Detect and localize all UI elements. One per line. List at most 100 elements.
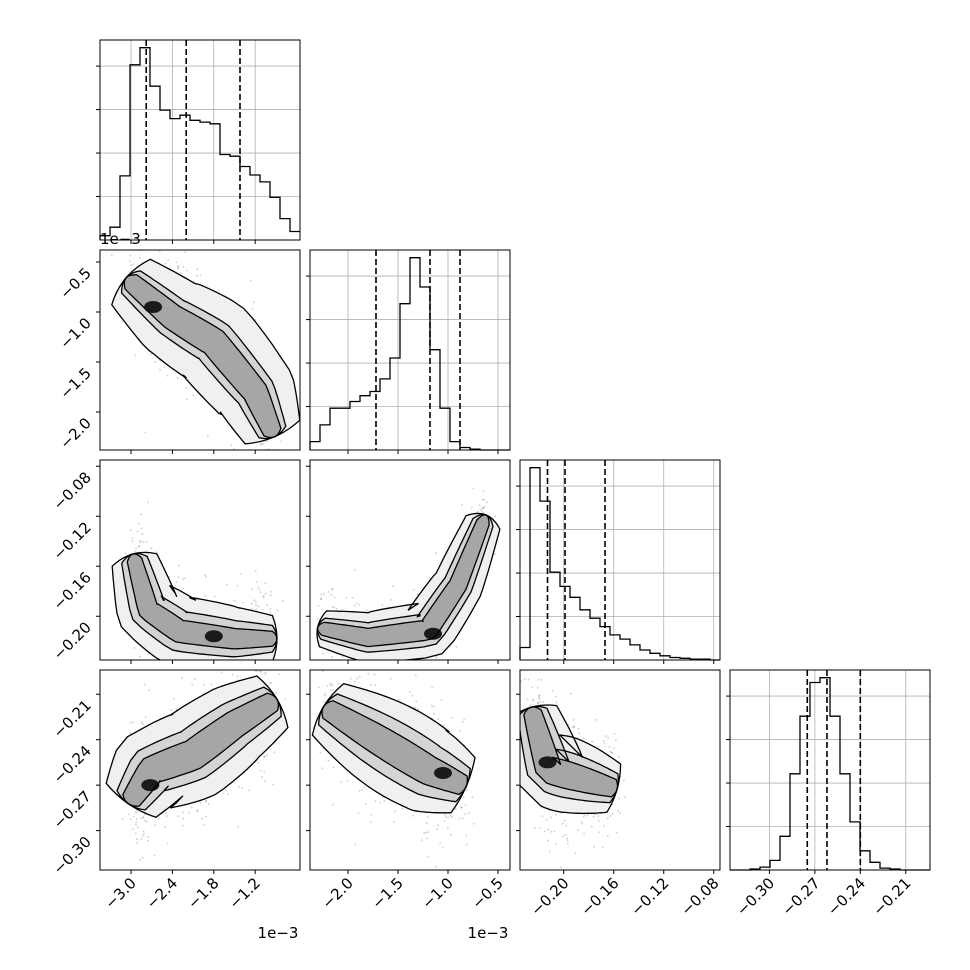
scatter-point [190, 806, 193, 809]
scatter-point [427, 815, 430, 818]
scatter-point [610, 751, 613, 754]
scatter-point [441, 664, 443, 666]
scatter-point [537, 678, 540, 681]
scatter-point [322, 652, 325, 655]
scatter-point [196, 680, 198, 682]
scatter-point [225, 789, 228, 792]
scatter-point [182, 587, 185, 590]
scatter-point [333, 596, 336, 599]
scatter-point [465, 789, 468, 792]
scatter-point [278, 467, 280, 469]
contour-line-1 [317, 693, 471, 803]
scatter-point [619, 811, 621, 814]
scatter-point [412, 588, 415, 591]
scatter-point [196, 268, 199, 271]
scatter-point [323, 700, 326, 703]
scatter-point [431, 686, 434, 689]
scatter-point [263, 465, 265, 467]
scatter-point [259, 456, 261, 458]
scatter-point [592, 845, 595, 848]
scatter-point [237, 825, 239, 828]
scatter-point [319, 751, 322, 754]
scatter-point [273, 483, 275, 485]
scatter-point [351, 596, 354, 599]
scatter-point [458, 730, 461, 733]
scatter-point [134, 354, 137, 357]
scatter-point [442, 846, 444, 849]
scatter-point [482, 490, 485, 493]
scatter-point [274, 472, 276, 474]
scatter-point [317, 604, 320, 607]
scatter-point [440, 699, 443, 701]
scatter-point [262, 595, 265, 598]
scatter-point [613, 732, 616, 735]
scatter-point [385, 664, 387, 666]
scatter-point [266, 604, 269, 607]
scatter-point [233, 781, 236, 784]
y-tick-label: −0.12 [50, 518, 95, 563]
scatter-point [545, 818, 548, 821]
scatter-point [157, 880, 159, 882]
scatter-point [369, 821, 372, 824]
scatter-point [482, 511, 484, 514]
scatter-point [564, 834, 567, 837]
scatter-point [476, 511, 479, 513]
scatter-point [140, 513, 143, 516]
scatter-point [136, 826, 139, 829]
x-ticks-0 [130, 660, 256, 664]
density-content [110, 231, 300, 500]
scatter-point [250, 662, 252, 664]
scatter-point [225, 583, 228, 586]
panel-frame-3-1 [309, 669, 511, 871]
scatter-point [614, 739, 617, 742]
scatter-point [547, 828, 550, 831]
scatter-point [417, 708, 420, 711]
scatter-point [167, 231, 169, 233]
y1-offset-label: 1e−3 [100, 230, 141, 248]
scatter-point [393, 820, 396, 823]
scatter-point [205, 575, 207, 578]
scatter-point [388, 671, 390, 673]
scatter-point [146, 666, 148, 668]
x-ticks-0: −3.0 −2.4 −1.8 −1.2 [101, 870, 264, 913]
scatter-point [591, 740, 594, 743]
scatter-point [154, 824, 157, 826]
y-tick-label: −1.0 [56, 314, 94, 352]
scatter-point [604, 735, 607, 738]
scatter-point [175, 580, 178, 583]
scatter-point [339, 657, 341, 659]
scatter-point [618, 797, 621, 800]
scatter-point [263, 770, 266, 773]
scatter-point [367, 672, 370, 675]
scatter-point [461, 503, 464, 506]
panel-frame-0-0 [99, 39, 301, 241]
scatter-point [135, 817, 138, 820]
density-fill-level-2 [127, 553, 277, 649]
scatter-point [415, 661, 417, 663]
scatter-point [543, 830, 546, 833]
scatter-point [356, 677, 358, 680]
scatter-point [357, 812, 360, 815]
scatter-point [595, 718, 597, 721]
scatter-point [250, 602, 253, 605]
scatter-point [187, 811, 190, 814]
scatter-point [365, 802, 368, 805]
scatter-point [320, 598, 323, 601]
scatter-point [427, 855, 430, 858]
scatter-point [272, 498, 274, 500]
scatter-point [110, 254, 113, 256]
scatter-point [354, 843, 357, 846]
scatter-point [257, 586, 259, 589]
scatter-point [432, 712, 435, 715]
scatter-point [577, 727, 580, 730]
y-ticks-2: −0.08 −0.12 −0.16 −0.20 [50, 465, 100, 664]
x-ticks-0 [130, 240, 256, 244]
scatter-point [550, 830, 553, 833]
scatter-point [536, 701, 539, 704]
scatter-point [583, 832, 586, 835]
scatter-point [578, 732, 581, 735]
panel-frame-3-2 [519, 669, 721, 871]
scatter-point [458, 817, 461, 820]
scatter-point [255, 608, 258, 611]
scatter-point [597, 819, 600, 822]
